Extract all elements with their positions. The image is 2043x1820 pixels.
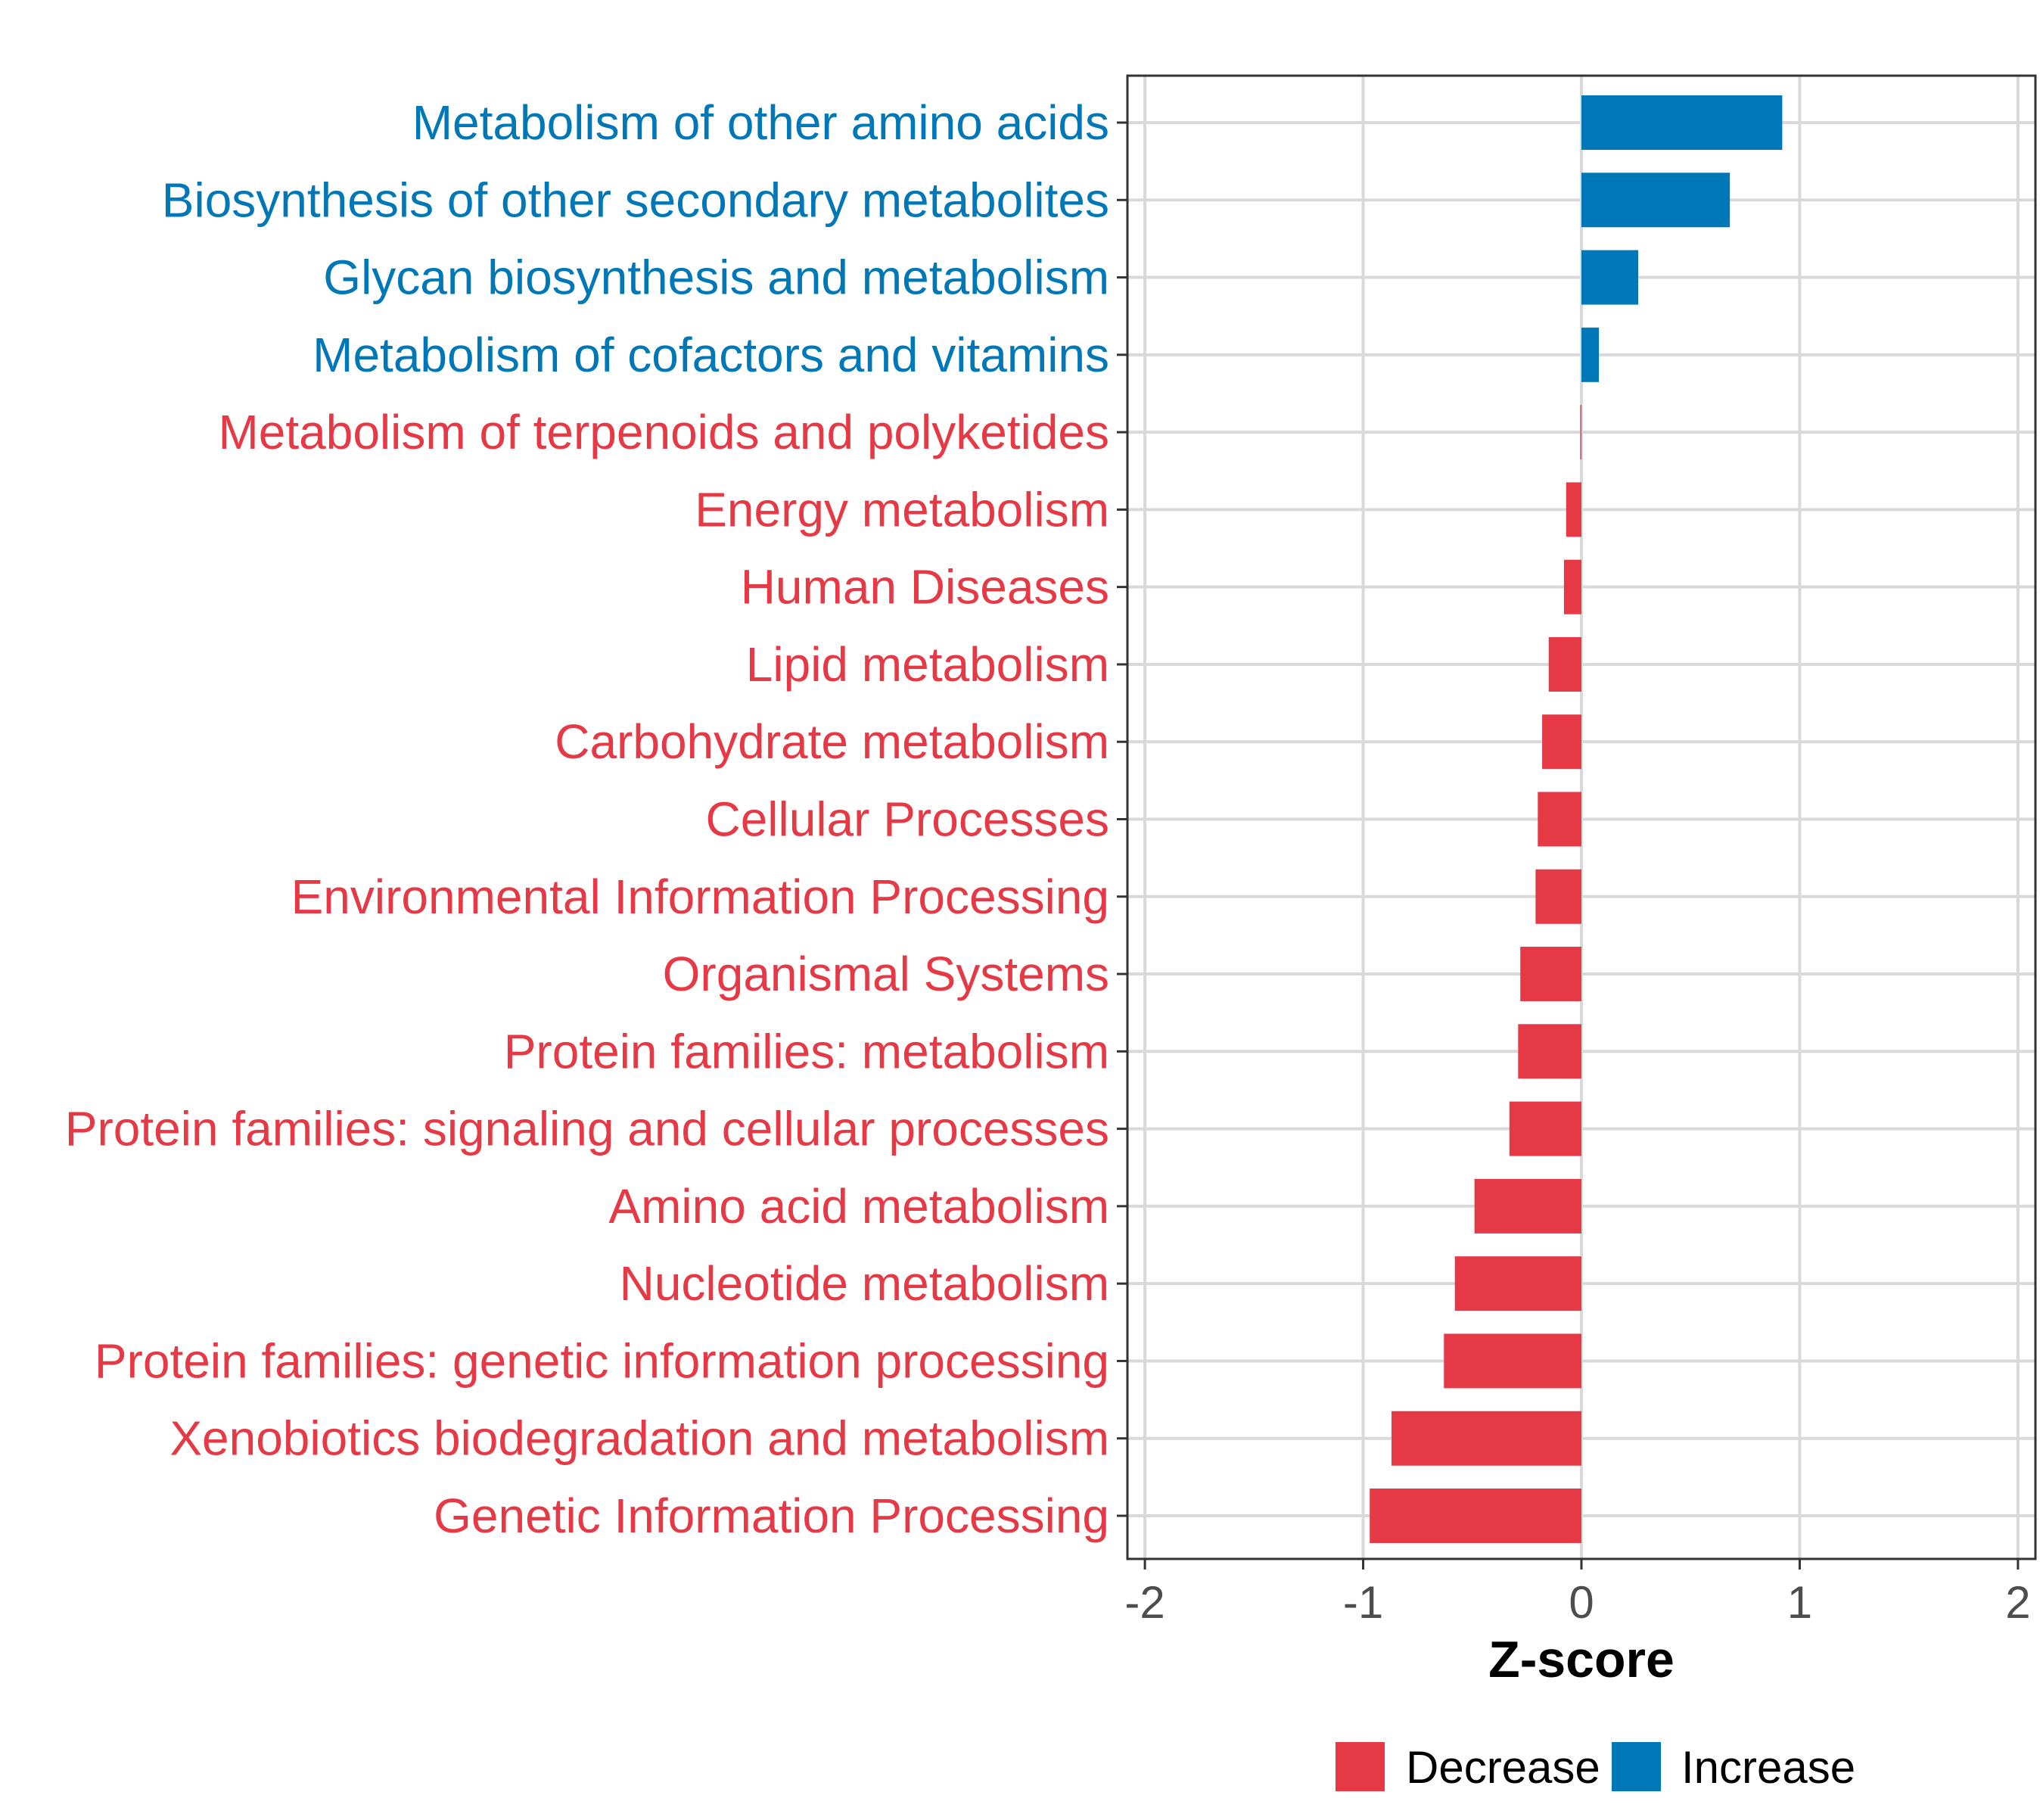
y-tick-label: Glycan biosynthesis and metabolism	[323, 250, 1109, 305]
bar	[1581, 95, 1783, 150]
x-axis-title: Z-score	[1488, 1631, 1675, 1688]
bar	[1520, 947, 1581, 1002]
y-tick-label: Environmental Information Processing	[291, 870, 1109, 924]
y-tick-label: Xenobiotics biodegradation and metabolis…	[169, 1411, 1109, 1466]
bar	[1581, 173, 1730, 228]
legend-key	[1612, 1742, 1661, 1791]
bar	[1392, 1411, 1581, 1466]
y-tick-label: Protein families: genetic information pr…	[95, 1333, 1109, 1388]
y-tick-label: Biosynthesis of other secondary metaboli…	[162, 173, 1109, 227]
x-axis: -2 -1 0 1 2	[1124, 1559, 2031, 1628]
x-tick-label: 1	[1787, 1577, 1812, 1628]
y-tick-label: Human Diseases	[741, 560, 1109, 614]
bar	[1566, 482, 1581, 537]
y-tick-label: Lipid metabolism	[746, 637, 1109, 692]
y-tick-label: Metabolism of other amino acids	[412, 95, 1109, 150]
y-tick-label: Genetic Information Processing	[434, 1489, 1109, 1543]
y-tick-label: Protein families: signaling and cellular…	[65, 1102, 1109, 1156]
bar	[1535, 869, 1581, 924]
bar	[1542, 714, 1581, 770]
x-tick-label: -2	[1124, 1577, 1165, 1628]
legend: Decrease Increase	[1336, 1742, 1855, 1793]
legend-key	[1336, 1742, 1385, 1791]
bar	[1444, 1333, 1581, 1389]
bar-layer	[1370, 95, 1783, 1543]
bar	[1370, 1489, 1581, 1543]
y-tick-label: Metabolism of cofactors and vitamins	[313, 328, 1109, 382]
y-axis: Metabolism of other amino acids Biosynthe…	[65, 95, 1127, 1543]
y-tick-label: Cellular Processes	[705, 792, 1109, 847]
y-tick-label: Carbohydrate metabolism	[555, 714, 1109, 769]
y-tick-label: Nucleotide metabolism	[620, 1256, 1109, 1311]
legend-label: Increase	[1681, 1742, 1855, 1793]
x-tick-label: -1	[1343, 1577, 1383, 1628]
bar	[1518, 1024, 1581, 1079]
bar	[1581, 327, 1600, 382]
bar	[1509, 1101, 1581, 1156]
bar	[1548, 636, 1581, 692]
bar	[1474, 1178, 1581, 1234]
bar	[1563, 559, 1581, 614]
x-tick-label: 2	[2005, 1577, 2030, 1628]
bar	[1581, 250, 1638, 305]
y-tick-label: Metabolism of terpenoids and polyketides	[218, 405, 1109, 459]
bar	[1538, 792, 1581, 847]
y-tick-label: Protein families: metabolism	[504, 1024, 1109, 1078]
y-tick-label: Amino acid metabolism	[608, 1179, 1109, 1234]
y-tick-label: Organismal Systems	[663, 947, 1109, 1001]
x-tick-label: 0	[1569, 1577, 1594, 1628]
bar	[1580, 405, 1582, 460]
y-tick-label: Energy metabolism	[695, 482, 1109, 537]
legend-label: Decrease	[1406, 1742, 1600, 1793]
bar	[1454, 1256, 1581, 1311]
